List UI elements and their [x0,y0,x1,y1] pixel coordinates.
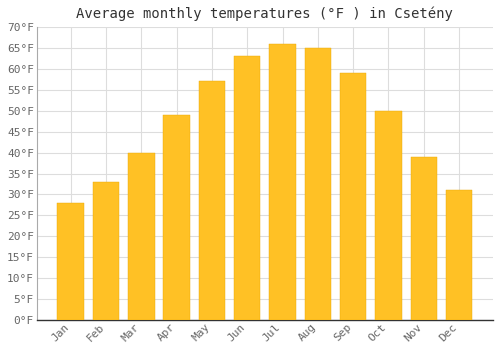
Bar [198,81,225,320]
Bar [446,190,472,320]
Bar [375,111,402,320]
Bar [270,43,296,320]
Bar [93,182,120,320]
Title: Average monthly temperatures (°F ) in Csetény: Average monthly temperatures (°F ) in Cs… [76,7,454,21]
Bar [128,153,154,320]
Bar [340,73,366,320]
Bar [304,48,331,320]
Bar [58,203,84,320]
Bar [164,115,190,320]
Bar [410,157,437,320]
Bar [234,56,260,320]
